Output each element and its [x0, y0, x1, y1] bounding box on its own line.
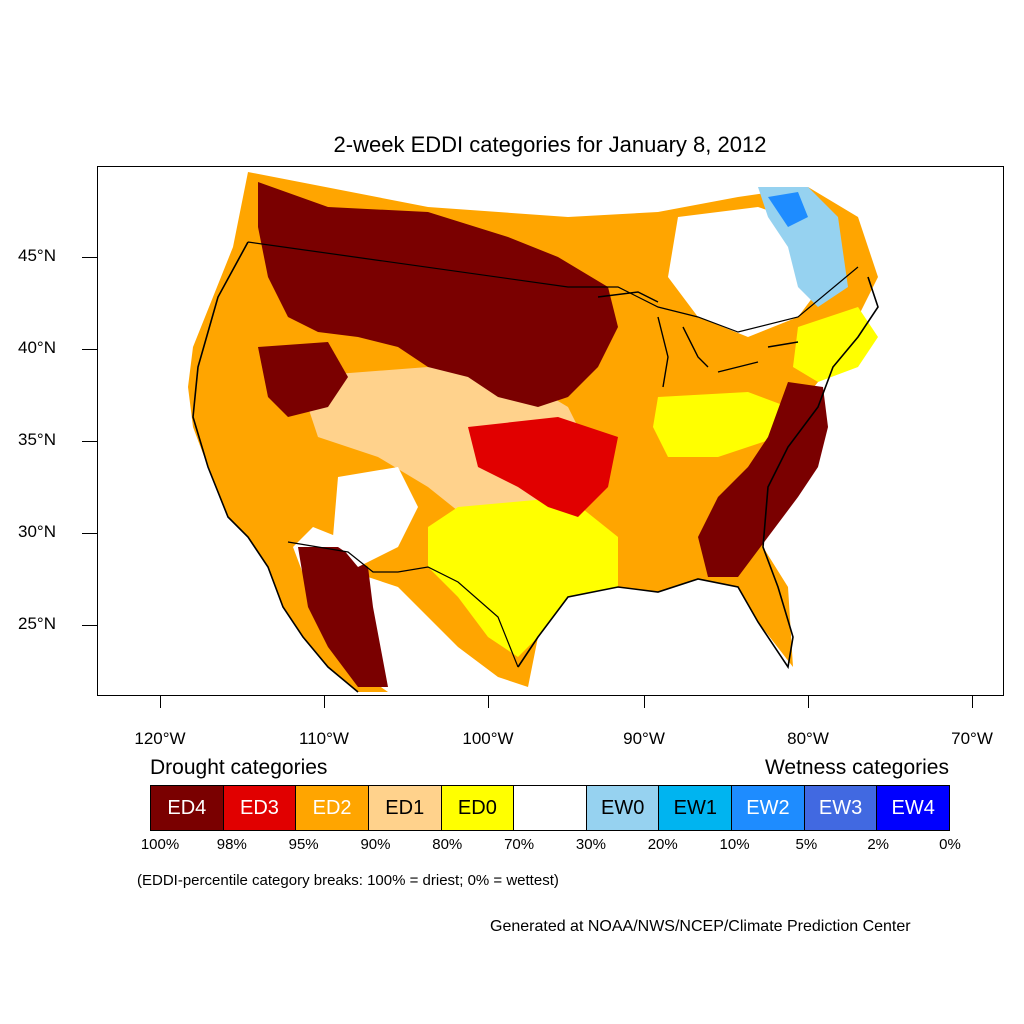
- ed4-region-mexico: [298, 547, 388, 687]
- lat-tick: [82, 349, 97, 350]
- lon-tick: [808, 696, 809, 708]
- lat-label-35: 35°N: [18, 430, 56, 449]
- coastline: [192, 241, 359, 693]
- percentile-label: 20%: [647, 836, 678, 853]
- lat-label-40: 40°N: [18, 338, 56, 357]
- lon-tick: [160, 696, 161, 708]
- ed4-region-north: [258, 182, 618, 407]
- lat-label-25: 25°N: [18, 614, 56, 633]
- wetness-heading: Wetness categories: [764, 756, 949, 779]
- map-title: 2-week EDDI categories for January 8, 20…: [333, 132, 767, 157]
- lat-label-45: 45°N: [18, 246, 56, 265]
- lat-tick: [82, 441, 97, 442]
- lon-label-100: 100°W: [462, 729, 514, 748]
- ed0-region-south: [428, 497, 618, 657]
- percentile-label: 2%: [867, 836, 890, 853]
- lon-tick: [488, 696, 489, 708]
- lat-label-30: 30°N: [18, 522, 56, 541]
- ed3-region-plains: [468, 417, 618, 517]
- legend-category-ew4: EW4: [877, 786, 950, 830]
- legend-category-ed3: ED3: [223, 786, 297, 830]
- great-lakes: [597, 291, 799, 388]
- legend-category-ew0: EW0: [586, 786, 660, 830]
- us-mexico-border: [287, 541, 519, 668]
- legend-category-neutral: [514, 786, 587, 830]
- percentile-label: 95%: [288, 836, 319, 853]
- lon-tick: [324, 696, 325, 708]
- percentile-label: 98%: [216, 836, 247, 853]
- percentile-label: 70%: [504, 836, 535, 853]
- us-canada-border: [247, 241, 859, 333]
- ed0-region-northeast: [793, 307, 878, 382]
- lat-tick: [82, 625, 97, 626]
- percentile-label: 90%: [360, 836, 391, 853]
- gulf-coastline: [517, 276, 879, 670]
- lon-label-110: 110°W: [299, 729, 349, 748]
- ew2-region: [768, 192, 808, 227]
- legend-category-ed2: ED2: [296, 786, 369, 830]
- eddi-map: [97, 166, 1004, 696]
- conus-map-graphic: [188, 172, 879, 693]
- legend-category-ew2: EW2: [732, 786, 805, 830]
- percentile-label: 0%: [939, 836, 961, 853]
- lon-label-70: 70°W: [951, 729, 993, 748]
- legend-category-ed4: ED4: [151, 786, 224, 830]
- lon-tick: [972, 696, 973, 708]
- lat-tick: [82, 257, 97, 258]
- neutral-region-southwest: [333, 467, 418, 567]
- percentile-label: 30%: [575, 836, 606, 853]
- ew0-region: [758, 187, 848, 307]
- lat-tick: [82, 533, 97, 534]
- drought-heading: Drought categories: [150, 756, 328, 779]
- legend-category-ed1: ED1: [368, 786, 442, 830]
- category-legend: ED4 ED3 ED2 ED1 ED0 EW0 EW1 EW2 EW3 EW4: [150, 785, 950, 831]
- category-note: (EDDI-percentile category breaks: 100% =…: [137, 872, 559, 889]
- lon-tick: [644, 696, 645, 708]
- credit-line: Generated at NOAA/NWS/NCEP/Climate Predi…: [490, 918, 911, 935]
- ed0-region-east: [653, 392, 788, 457]
- legend-category-ew3: EW3: [804, 786, 878, 830]
- ed4-region-west: [258, 342, 348, 417]
- lon-label-80: 80°W: [787, 729, 829, 748]
- ed4-region-southeast: [698, 382, 828, 577]
- percentile-label: 5%: [795, 836, 818, 853]
- legend-category-ew1: EW1: [659, 786, 733, 830]
- lon-label-90: 90°W: [623, 729, 665, 748]
- percentile-label: 100%: [140, 836, 180, 853]
- legend-category-ed0: ED0: [441, 786, 515, 830]
- lon-label-120: 120°W: [134, 729, 186, 748]
- percentile-label: 10%: [719, 836, 750, 853]
- percentile-label: 80%: [432, 836, 463, 853]
